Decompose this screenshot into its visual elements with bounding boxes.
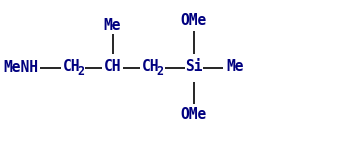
Text: 2: 2 — [77, 65, 84, 78]
Text: CH: CH — [142, 59, 160, 74]
Text: 2: 2 — [157, 65, 164, 78]
Text: CH: CH — [62, 59, 80, 74]
Text: OMe: OMe — [181, 13, 207, 28]
Text: MeNH: MeNH — [3, 60, 38, 75]
Text: OMe: OMe — [181, 107, 207, 122]
Text: Me: Me — [226, 59, 244, 74]
Text: CH: CH — [104, 59, 121, 74]
Text: Si: Si — [185, 59, 203, 74]
Text: Me: Me — [104, 18, 121, 33]
